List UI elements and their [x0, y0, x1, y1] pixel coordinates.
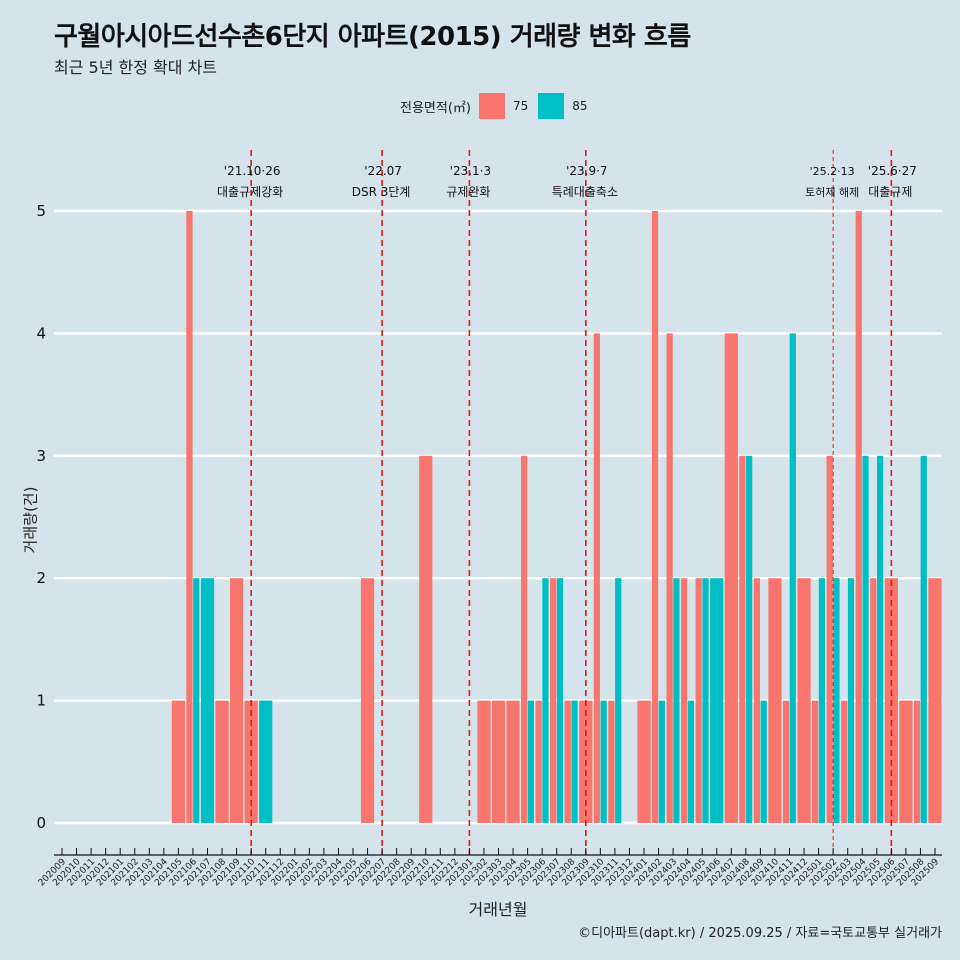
legend-label-85: 85: [572, 99, 588, 113]
y-tick-label: 0: [36, 814, 46, 832]
y-tick-label: 5: [36, 202, 46, 220]
bars: [171, 211, 942, 823]
bar-75-202501: [812, 700, 819, 823]
bar-85-202305: [527, 700, 534, 823]
legend-title: 전용면적(㎡): [400, 100, 471, 116]
bar-75-202504: [855, 211, 862, 823]
bar-75-202409: [753, 578, 760, 823]
bar-75-202304: [506, 700, 520, 823]
bar-75-202508: [913, 700, 921, 823]
bar-75-202509: [928, 578, 942, 823]
bar-75-202410: [768, 578, 782, 823]
chart-title: 구월아시아드선수촌6단지 아파트(2015) 거래량 변화 흐름: [54, 22, 691, 52]
y-axis-label: 거래량(건): [21, 486, 40, 554]
x-axis-label: 거래년월: [468, 900, 528, 919]
bar-85-202403: [673, 578, 680, 823]
bar-75-202206: [360, 578, 375, 823]
legend-swatch-85: [538, 93, 565, 119]
event-label-0: 대출규제강화: [217, 185, 283, 199]
bar-85-202503: [847, 578, 855, 823]
bar-85-202504: [862, 455, 869, 823]
bar-75-202305: [521, 455, 528, 823]
bar-75-202402: [651, 211, 659, 823]
event-lines: '21.10·26 대출규제강화 '22.07 DSR 3단계 '23.1·3 규제완화 '…: [217, 150, 917, 855]
bar-85-202505: [877, 455, 884, 823]
event-date-5: '25.6·27: [868, 164, 917, 178]
bar-85-202408: [746, 455, 753, 823]
bar-75-202306: [535, 700, 542, 823]
bar-75-202303: [491, 700, 506, 823]
legend-swatch-75: [478, 93, 505, 119]
event-date-1: '22.07: [364, 164, 402, 178]
bar-85-202405: [702, 578, 709, 823]
bar-85-202409: [760, 700, 767, 823]
bar-75-202210: [419, 455, 433, 823]
y-tick-label: 4: [36, 324, 46, 342]
legend-label-75: 75: [512, 99, 529, 113]
y-axis: 0 1 2 3 4 5: [36, 202, 46, 832]
event-label-1: DSR 3단계: [352, 185, 411, 199]
bar-75-202307: [550, 578, 557, 823]
bar-75-202401: [637, 700, 651, 823]
caption: ©디아파트(dapt.kr) / 2025.09.25 / 자료=국토교통부 실…: [578, 926, 942, 941]
bar-75-202108: [215, 700, 229, 823]
bar-85-202106: [193, 578, 200, 823]
legend: 전용면적(㎡) 75 85: [400, 93, 598, 119]
bar-75-202404: [681, 578, 688, 823]
event-date-2: '23.1·3: [450, 164, 491, 178]
event-date-0: '21.10·26: [224, 164, 281, 178]
chart-subtitle: 최근 5년 한정 확대 차트: [54, 58, 218, 77]
bar-85-202402: [658, 700, 665, 823]
event-label-5: 대출규제: [868, 185, 912, 199]
bar-75-202302: [477, 700, 491, 823]
bar-75-202407: [724, 333, 738, 823]
bar-85-202501: [818, 578, 825, 823]
bar-85-202306: [542, 578, 549, 823]
event-label-2: 규제완화: [446, 185, 490, 199]
event-date-4: '25.2·13: [810, 165, 855, 178]
bar-85-202111: [259, 700, 273, 823]
bar-75-202411: [782, 700, 790, 823]
bar-85-202311: [615, 578, 622, 823]
event-label-4: 토허제 해제: [805, 185, 859, 199]
bar-75-202507: [899, 700, 913, 823]
bar-75-202311: [608, 700, 615, 823]
y-tick-label: 1: [36, 692, 46, 710]
bar-85-202307: [556, 578, 564, 823]
bar-75-202403: [666, 333, 673, 823]
bar-85-202310: [600, 700, 607, 823]
bar-85-202404: [687, 700, 695, 823]
bar-85-202502: [833, 578, 840, 823]
bar-75-202109: [230, 578, 244, 823]
bar-75-202408: [739, 455, 746, 823]
bar-85-202508: [920, 455, 927, 823]
event-label-3: 특례대출축소: [552, 185, 618, 199]
bar-75-202308: [564, 700, 571, 823]
bar-85-202411: [789, 333, 796, 823]
bar-75-202503: [841, 700, 848, 823]
bar-75-202106: [186, 211, 193, 823]
bar-75-202405: [695, 578, 702, 823]
bar-75-202310: [593, 333, 600, 823]
bar-75-202105: [171, 700, 185, 823]
event-date-3: '23.9·7: [566, 164, 607, 178]
y-tick-label: 3: [36, 447, 46, 465]
y-tick-label: 2: [36, 569, 46, 587]
bar-85-202107: [200, 578, 215, 823]
bar-85-202308: [571, 700, 578, 823]
bar-75-202505: [870, 578, 877, 823]
bar-85-202406: [710, 578, 724, 823]
bar-75-202502: [826, 455, 833, 823]
bar-75-202412: [797, 578, 811, 823]
x-axis: 2020092020102020112020122021012021022021…: [37, 848, 942, 888]
